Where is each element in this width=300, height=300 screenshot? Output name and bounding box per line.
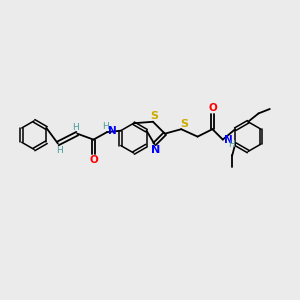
Text: N: N xyxy=(151,145,160,155)
Text: H: H xyxy=(56,146,63,154)
Text: S: S xyxy=(180,119,188,129)
Text: N: N xyxy=(224,135,233,145)
Text: H: H xyxy=(72,123,79,132)
Text: O: O xyxy=(89,155,98,165)
Text: H: H xyxy=(102,122,109,131)
Text: H: H xyxy=(228,140,235,149)
Text: N: N xyxy=(108,126,116,136)
Text: O: O xyxy=(208,103,217,113)
Text: S: S xyxy=(151,111,158,121)
